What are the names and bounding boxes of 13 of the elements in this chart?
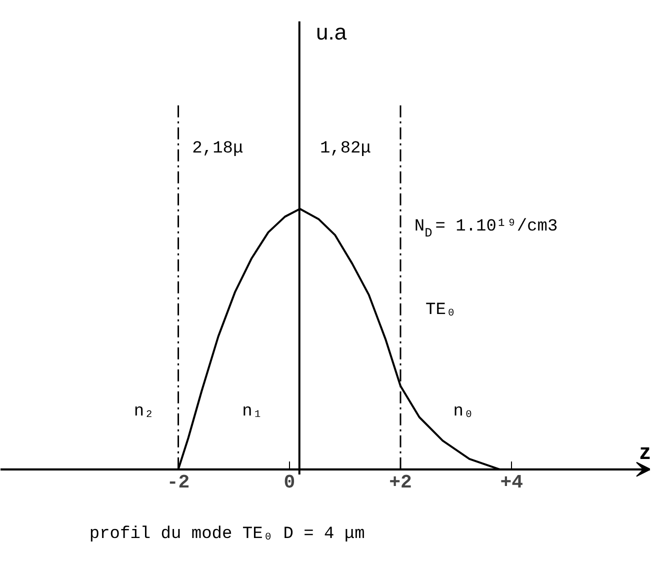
- annotation: n₁: [242, 402, 263, 422]
- x-tick-label: -2: [166, 471, 190, 494]
- x-axis-title: z: [640, 439, 650, 464]
- ref-line-label: u.a: [316, 19, 348, 44]
- text: profil du mode TE₀ D = 4 μm: [89, 524, 365, 544]
- text: 2,18μ: [192, 139, 244, 158]
- x-tick-label: +4: [500, 471, 524, 494]
- x-tick-label: 0: [284, 471, 296, 494]
- annotation: TE₀: [426, 300, 456, 320]
- annotation: n₀: [453, 402, 474, 422]
- annotation: n₂: [134, 402, 154, 422]
- x-tick-label: +2: [389, 471, 412, 494]
- text: 1,82μ: [320, 139, 371, 158]
